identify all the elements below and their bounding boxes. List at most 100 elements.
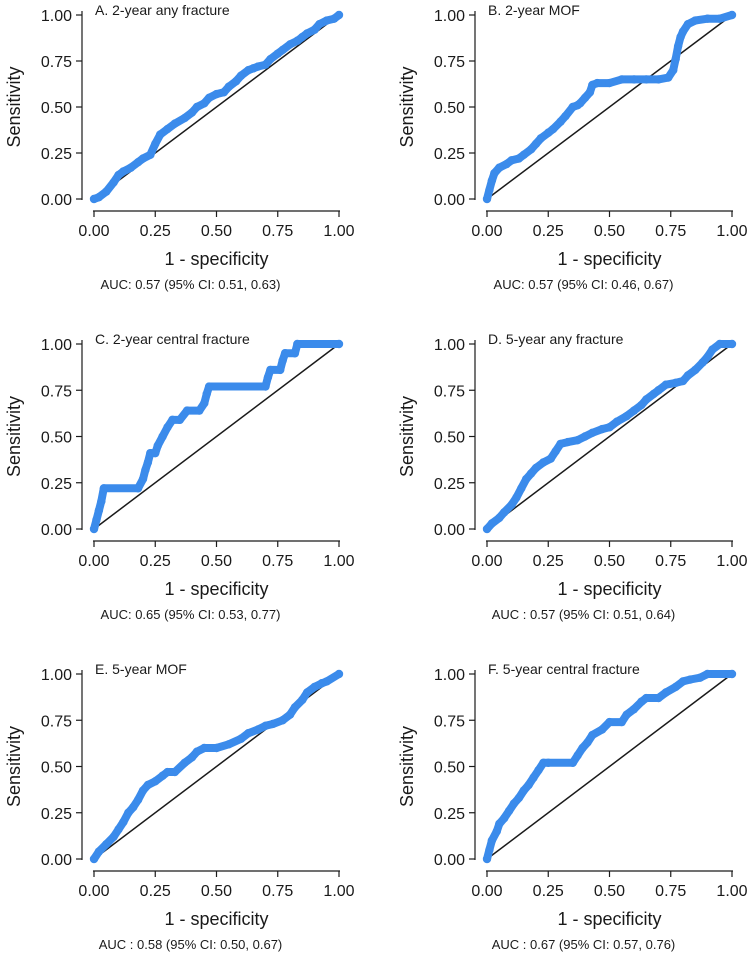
roc-point [204,93,214,103]
y-tick-label: 1.00 [41,667,72,684]
y-tick-label: 0.00 [41,192,72,209]
x-tick-label: 1.00 [323,883,354,900]
x-tick-label: 0.75 [655,553,686,570]
roc-point [715,339,724,349]
roc-point [151,448,160,458]
roc-point [597,424,607,434]
x-tick-label: 0.25 [533,223,564,240]
roc-point [654,386,663,395]
roc-point [671,682,680,692]
y-axis-title: Sensitivity [4,396,24,477]
x-axis-title: 1 - specificity [557,249,661,269]
x-tick-label: 0.25 [533,553,564,570]
panel-title: F. 5-year central fracture [488,661,640,677]
x-tick-label: 0.00 [78,223,109,240]
x-tick-label: 0.75 [262,223,293,240]
y-tick-label: 0.50 [434,760,465,777]
roc-point [519,150,528,160]
roc-point [276,365,285,375]
roc-point [580,93,590,103]
roc-point [170,119,180,128]
roc-point [170,767,180,777]
roc-point [487,836,497,845]
panel-title: A. 2-year any fracture [95,2,230,18]
roc-point [212,743,221,753]
roc-point [244,729,253,738]
roc-point [266,365,275,375]
x-tick-label: 0.00 [78,553,109,570]
roc-point [187,753,197,762]
roc-point [158,432,167,441]
roc-point [522,474,531,484]
roc-point [573,436,582,445]
panel-title: B. 2-year MOF [488,2,580,18]
x-tick-label: 0.25 [140,553,171,570]
roc-point [544,758,553,767]
roc-point [310,682,319,692]
y-tick-label: 0.00 [434,192,465,209]
roc-point [678,376,688,386]
roc-panel-d: 0.00 0.00 0.25 0.25 0.50 0.50 0.75 0.75 1.00 1.00… [397,331,748,622]
y-tick-label: 1.00 [41,337,72,354]
roc-point [315,20,324,29]
roc-point [92,515,101,524]
roc-point [727,10,737,20]
roc-point [187,108,197,117]
roc-point [507,156,516,165]
y-axis-title: Sensitivity [4,726,24,807]
roc-point [322,16,331,25]
y-tick-label: 0.75 [434,54,465,71]
roc-point [99,484,109,493]
roc-point [163,767,172,777]
roc-point [671,54,680,64]
roc-point [514,793,524,803]
roc-point [642,395,651,404]
roc-point [195,406,204,415]
roc-point [556,439,565,449]
roc-point [280,349,290,358]
roc-point [133,484,143,493]
roc-point [495,163,504,172]
roc-point [664,73,673,82]
roc-point [224,82,233,91]
roc-point [512,493,521,502]
y-axis-title: Sensitivity [4,66,24,147]
auc-caption: AUC : 0.67 (95% CI: 0.57, 0.76) [492,937,676,952]
roc-point [492,827,501,836]
roc-point [119,817,128,827]
y-tick-label: 0.75 [41,54,72,71]
roc-point [322,677,331,686]
x-tick-label: 1.00 [323,223,354,240]
roc-point [507,500,516,510]
roc-point [629,406,639,415]
roc-point [224,740,233,749]
roc-point [219,88,229,97]
x-axis-title: 1 - specificity [164,579,268,599]
y-tick-label: 0.75 [41,713,72,730]
roc-point [298,695,307,705]
roc-point [102,187,111,196]
y-tick-label: 1.00 [434,337,465,354]
roc-point [266,54,275,64]
roc-point [192,747,202,756]
x-tick-label: 0.50 [201,223,232,240]
x-tick-label: 1.00 [716,223,747,240]
x-axis-title: 1 - specificity [557,909,661,929]
roc-point [495,819,504,829]
roc-point [605,717,614,727]
y-tick-label: 0.00 [434,852,465,869]
roc-point [578,743,587,753]
roc-point [200,743,209,753]
y-tick-label: 1.00 [41,8,72,25]
roc-point [487,519,497,528]
roc-point [236,734,246,743]
roc-point [585,88,595,97]
roc-point [669,66,678,75]
reference-line [486,14,733,200]
roc-point [678,677,688,686]
roc-point [683,20,693,29]
roc-point [293,339,302,349]
roc-point [727,339,737,349]
roc-panel-f: 0.00 0.00 0.25 0.25 0.50 0.50 0.75 0.75 1.00 1.00… [397,661,748,952]
roc-point [691,365,700,375]
